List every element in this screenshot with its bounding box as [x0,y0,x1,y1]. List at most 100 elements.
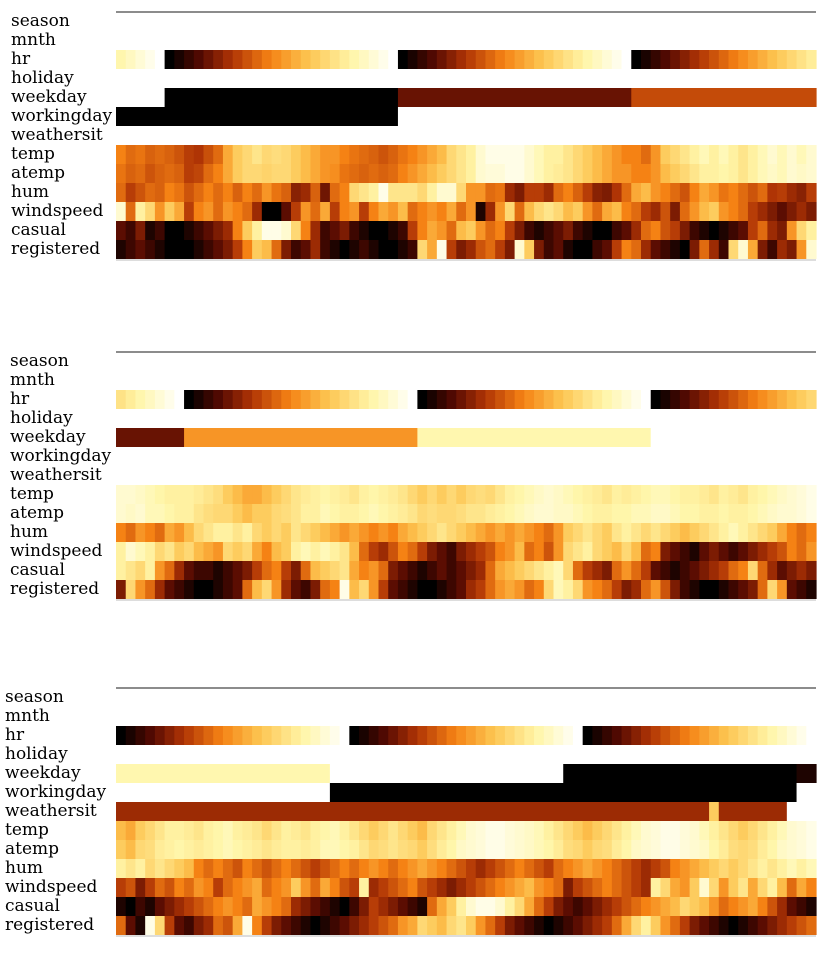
heatmap-cell [553,726,564,745]
heatmap-cell [388,726,399,745]
heatmap-row-mnth [116,31,817,50]
heatmap-cell [174,840,185,859]
heatmap-cell [621,390,632,409]
heatmap-cell [242,240,253,259]
heatmap-cell [397,878,409,897]
heatmap-cell [495,50,506,69]
heatmap-cell [164,523,175,542]
heatmap-cell [368,859,380,878]
heatmap-cell [621,523,632,542]
heatmap-cell [767,523,778,542]
heatmap-cell [543,485,555,504]
heatmap-cell [320,897,331,916]
heatmap-cell [407,202,418,221]
heatmap-cell [747,240,759,259]
heatmap-cell [572,580,584,599]
heatmap-cell [553,859,564,878]
heatmap-cell [679,164,691,183]
heatmap-cell [777,485,788,504]
heatmap-cell [281,485,292,504]
heatmap-cell [475,840,487,859]
heatmap-cell [611,202,623,221]
heatmap-cell [524,878,535,897]
heatmap-cell [252,523,263,542]
heatmap-cell [563,390,574,409]
heatmap-cell [436,916,448,935]
heatmap-cell [495,561,506,580]
heatmap-cell [174,485,185,504]
heatmap-cell [320,821,331,840]
row-label-temp: temp [5,820,49,840]
heatmap-cell [757,580,768,599]
heatmap-cell [592,50,603,69]
heatmap-cell [116,821,127,840]
heatmap-cell [709,164,720,183]
heatmap-cell [446,916,457,935]
heatmap-cell [193,542,205,561]
heatmap-cell [475,821,487,840]
heatmap-cell [368,164,380,183]
heatmap-cell [670,561,681,580]
heatmap-cell [660,916,671,935]
heatmap-segment [116,707,817,726]
heatmap-cell [709,390,720,409]
heatmap-cell [747,542,759,561]
heatmap-cell [582,542,593,561]
heatmap-cell [378,145,389,164]
heatmap-cell [271,859,282,878]
heatmap-cell [631,916,642,935]
heatmap-cell [193,726,205,745]
heatmap-cell [631,390,642,409]
heatmap-cell [709,145,720,164]
heatmap-cell [650,916,662,935]
heatmap-cell [563,580,574,599]
heatmap-cell [213,523,224,542]
heatmap-row-season [116,688,817,707]
heatmap-cell [446,240,457,259]
heatmap-cell [271,542,282,561]
heatmap-cell [796,726,807,745]
heatmap-cell [806,164,817,183]
heatmap-cell [524,523,535,542]
heatmap-cell [602,145,613,164]
heatmap-cell [427,221,438,240]
heatmap-cell [184,240,195,259]
heatmap-cell [145,542,156,561]
heatmap-cell [777,580,788,599]
heatmap-cell [806,523,817,542]
heatmap-cell [222,523,234,542]
heatmap-cell [281,726,292,745]
heatmap-cell [806,221,817,240]
heatmap-cell [767,897,778,916]
heatmap-cell [466,504,477,523]
heatmap-cell [534,240,545,259]
heatmap-cell [543,504,555,523]
heatmap-cell [543,897,555,916]
heatmap-cell [145,183,156,202]
heatmap-cell [767,542,778,561]
heatmap-cell [329,504,341,523]
heatmap-cell [193,50,205,69]
heatmap-cell [125,164,137,183]
heatmap-cell [174,897,185,916]
heatmap-cell [786,726,798,745]
heatmap-cell [320,50,331,69]
heatmap-cell [660,859,671,878]
heatmap-cell [407,50,418,69]
heatmap-cell [709,897,720,916]
heatmap-cell [543,542,555,561]
heatmap-cell [621,183,632,202]
heatmap-cell [417,202,428,221]
heatmap-cell [271,523,282,542]
heatmap-cell [193,561,205,580]
row-label-casual: casual [11,220,66,240]
heatmap-cell [728,390,739,409]
heatmap-cell [679,50,691,69]
heatmap-cell [660,183,671,202]
heatmap-cell [524,485,535,504]
heatmap-cell [660,523,671,542]
row-label-windspeed: windspeed [5,877,98,897]
heatmap-cell [291,240,302,259]
heatmap-cell [329,221,341,240]
heatmap-cell [456,580,467,599]
